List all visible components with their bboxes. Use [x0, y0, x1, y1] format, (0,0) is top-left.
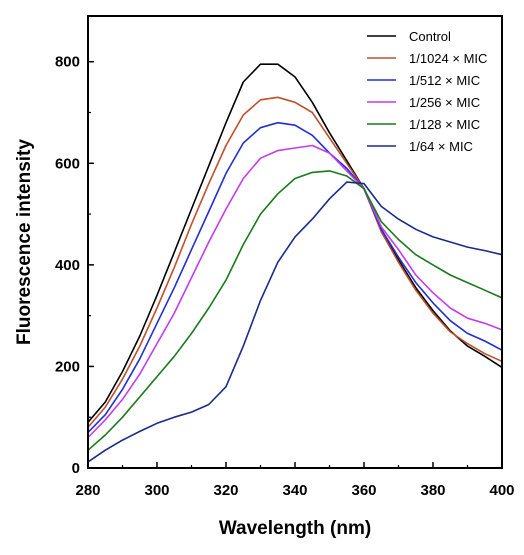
- legend-label-3: 1/256 × MIC: [409, 95, 480, 110]
- legend: Control 1/1024 × MIC 1/512 × MIC 1/256 × MI…: [367, 29, 487, 154]
- x-tick-label: 280: [75, 482, 100, 499]
- y-axis-title: Fluorescence intensity: [14, 139, 35, 345]
- legend-label-4: 1/128 × MIC: [409, 117, 480, 132]
- x-axis-title: Wavelength (nm): [219, 518, 371, 539]
- legend-label-5: 1/64 × MIC: [409, 139, 473, 154]
- series-line-2: [87, 121, 503, 433]
- x-tick-label: 380: [420, 482, 445, 499]
- y-tick-label: 400: [55, 257, 80, 274]
- y-axis-ticks: 0 200 400 600 800: [55, 54, 94, 477]
- x-tick-label: 320: [213, 482, 238, 499]
- series-line-0: [87, 63, 503, 423]
- y-tick-label: 200: [55, 358, 80, 375]
- x-tick-label: 340: [282, 482, 307, 499]
- y-tick-label: 800: [55, 54, 80, 71]
- y-tick-label: 600: [55, 155, 80, 172]
- legend-label-0: Control: [409, 29, 451, 44]
- series-line-5: [87, 181, 503, 463]
- legend-label-1: 1/1024 × MIC: [409, 51, 487, 66]
- x-tick-label: 400: [489, 482, 514, 499]
- series-line-4: [87, 170, 503, 451]
- series-line-3: [87, 144, 503, 439]
- x-axis-ticks: 280 300 320 340 360 380 400: [75, 462, 515, 499]
- y-tick-label: 0: [72, 460, 80, 477]
- legend-label-2: 1/512 × MIC: [409, 73, 480, 88]
- series-line-1: [87, 96, 503, 428]
- series-lines: [87, 63, 503, 463]
- x-tick-label: 360: [351, 482, 376, 499]
- x-tick-label: 300: [144, 482, 169, 499]
